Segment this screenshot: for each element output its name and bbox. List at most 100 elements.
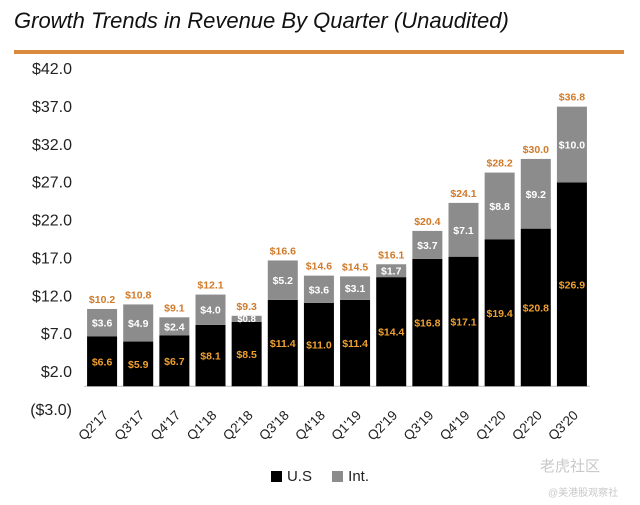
bar-int <box>123 304 154 342</box>
x-tick-label: Q2'17 <box>75 408 111 444</box>
data-label-int: $3.6 <box>309 284 330 296</box>
bar-int <box>448 202 479 257</box>
bar-us <box>340 299 371 387</box>
data-label-int: $9.2 <box>526 189 547 201</box>
x-tick-label: Q4'19 <box>437 408 473 444</box>
x-tick-label: Q1'20 <box>473 408 509 444</box>
data-label-int: $10.0 <box>559 140 585 152</box>
bar-int <box>195 294 226 325</box>
data-label-us: $11.4 <box>342 338 368 350</box>
y-tick-label: $42.0 <box>32 61 72 78</box>
y-tick-label: $22.0 <box>32 213 72 230</box>
data-label-total: $16.1 <box>378 249 404 261</box>
bar-us <box>231 321 262 387</box>
bar-us <box>376 277 407 387</box>
legend-item-int: Int. <box>332 468 369 485</box>
bar-us <box>484 239 515 387</box>
bar-us <box>123 341 154 387</box>
data-label-us: $17.1 <box>450 316 476 328</box>
x-tick-label: Q3'17 <box>112 408 148 444</box>
x-tick-label: Q3'18 <box>256 408 292 444</box>
y-tick-label: $27.0 <box>32 175 72 192</box>
bar-chart: $42.0 $37.0 $32.0 $27.0 $22.0 $17.0 $12.0 $7.0 $… <box>30 61 590 444</box>
watermark-handle: @美港股观察社 <box>548 488 619 499</box>
bar-int <box>267 260 298 300</box>
title-rule <box>14 50 624 54</box>
legend-label-us: U.S <box>286 468 312 485</box>
data-label-us: $8.1 <box>200 351 221 363</box>
watermark: 老虎社区 <box>540 458 601 475</box>
data-label-int: $3.7 <box>417 240 438 252</box>
y-tick-label: $12.0 <box>32 288 72 305</box>
chart-title: Growth Trends in Revenue By Quarter (Una… <box>14 8 509 33</box>
bar-us <box>195 324 226 387</box>
data-label-total: $10.2 <box>89 294 115 306</box>
bar-int <box>412 230 443 259</box>
data-label-us: $16.8 <box>414 318 440 330</box>
data-label-total: $30.0 <box>523 144 549 156</box>
y-tick-label: $32.0 <box>32 137 72 154</box>
data-label-us: $14.4 <box>378 327 404 339</box>
bar-int <box>484 172 515 240</box>
bar-us <box>412 258 443 387</box>
bar-int <box>556 106 587 183</box>
data-label-us: $26.9 <box>559 279 585 291</box>
x-tick-label: Q3'19 <box>401 408 437 444</box>
data-label-int: $4.0 <box>200 305 221 317</box>
x-tick-label: Q4'18 <box>292 408 328 444</box>
data-label-us: $11.4 <box>270 338 296 350</box>
y-tick-label: $2.0 <box>41 364 72 381</box>
data-label-total: $28.2 <box>487 158 513 170</box>
data-label-int: $3.6 <box>92 318 113 330</box>
data-label-total: $9.3 <box>236 301 257 313</box>
data-label-total: $16.6 <box>270 245 296 257</box>
legend-swatch-us <box>270 471 282 482</box>
bar-int <box>159 317 190 336</box>
data-label-int: $0.8 <box>237 314 256 325</box>
data-label-total: $24.1 <box>450 188 476 200</box>
data-label-total: $20.4 <box>414 216 440 228</box>
y-tick-label: $37.0 <box>32 99 72 116</box>
bar-int <box>376 264 407 278</box>
data-label-total: $14.5 <box>342 261 368 273</box>
legend-label-int: Int. <box>348 468 370 485</box>
bar-us <box>303 302 334 387</box>
data-label-total: $14.6 <box>306 261 332 273</box>
x-tick-label: Q2'19 <box>365 408 401 444</box>
bar-int <box>87 308 118 337</box>
data-label-us: $6.6 <box>92 356 113 368</box>
bar-us <box>520 228 551 387</box>
data-label-us: $19.4 <box>487 308 513 320</box>
bar-int <box>231 315 262 322</box>
data-label-int: $5.2 <box>273 275 294 287</box>
data-label-us: $20.8 <box>523 302 549 314</box>
data-label-int: $8.8 <box>489 201 510 213</box>
data-label-int: $2.4 <box>164 321 185 333</box>
data-label-total: $10.8 <box>125 289 151 301</box>
bar-us <box>267 299 298 387</box>
data-label-us: $6.7 <box>164 356 185 368</box>
legend-item-us: U.S <box>270 468 312 485</box>
bar-us <box>159 335 190 387</box>
legend: U.S Int. <box>0 468 640 486</box>
legend-swatch-int <box>332 471 344 482</box>
bar-us <box>87 336 118 387</box>
y-tick-label: $7.0 <box>41 326 72 343</box>
x-tick-label: Q2'18 <box>220 408 256 444</box>
data-label-int: $3.1 <box>345 283 366 295</box>
bar-us <box>448 256 479 387</box>
data-label-int: $4.9 <box>128 318 149 330</box>
data-label-int: $7.1 <box>453 225 474 237</box>
data-label-us: $11.0 <box>306 340 332 352</box>
data-label-us: $8.5 <box>236 349 257 361</box>
y-tick-label: ($3.0) <box>30 402 72 419</box>
data-label-us: $5.9 <box>128 359 149 371</box>
y-tick-label: $17.0 <box>32 250 72 267</box>
bar-int <box>520 158 551 229</box>
bar-us <box>556 182 587 387</box>
x-tick-label: Q1'18 <box>184 408 220 444</box>
x-tick-label: Q1'19 <box>328 408 364 444</box>
x-tick-label: Q2'20 <box>509 408 545 444</box>
data-label-total: $36.8 <box>559 92 585 104</box>
data-label-total: $9.1 <box>164 302 185 314</box>
